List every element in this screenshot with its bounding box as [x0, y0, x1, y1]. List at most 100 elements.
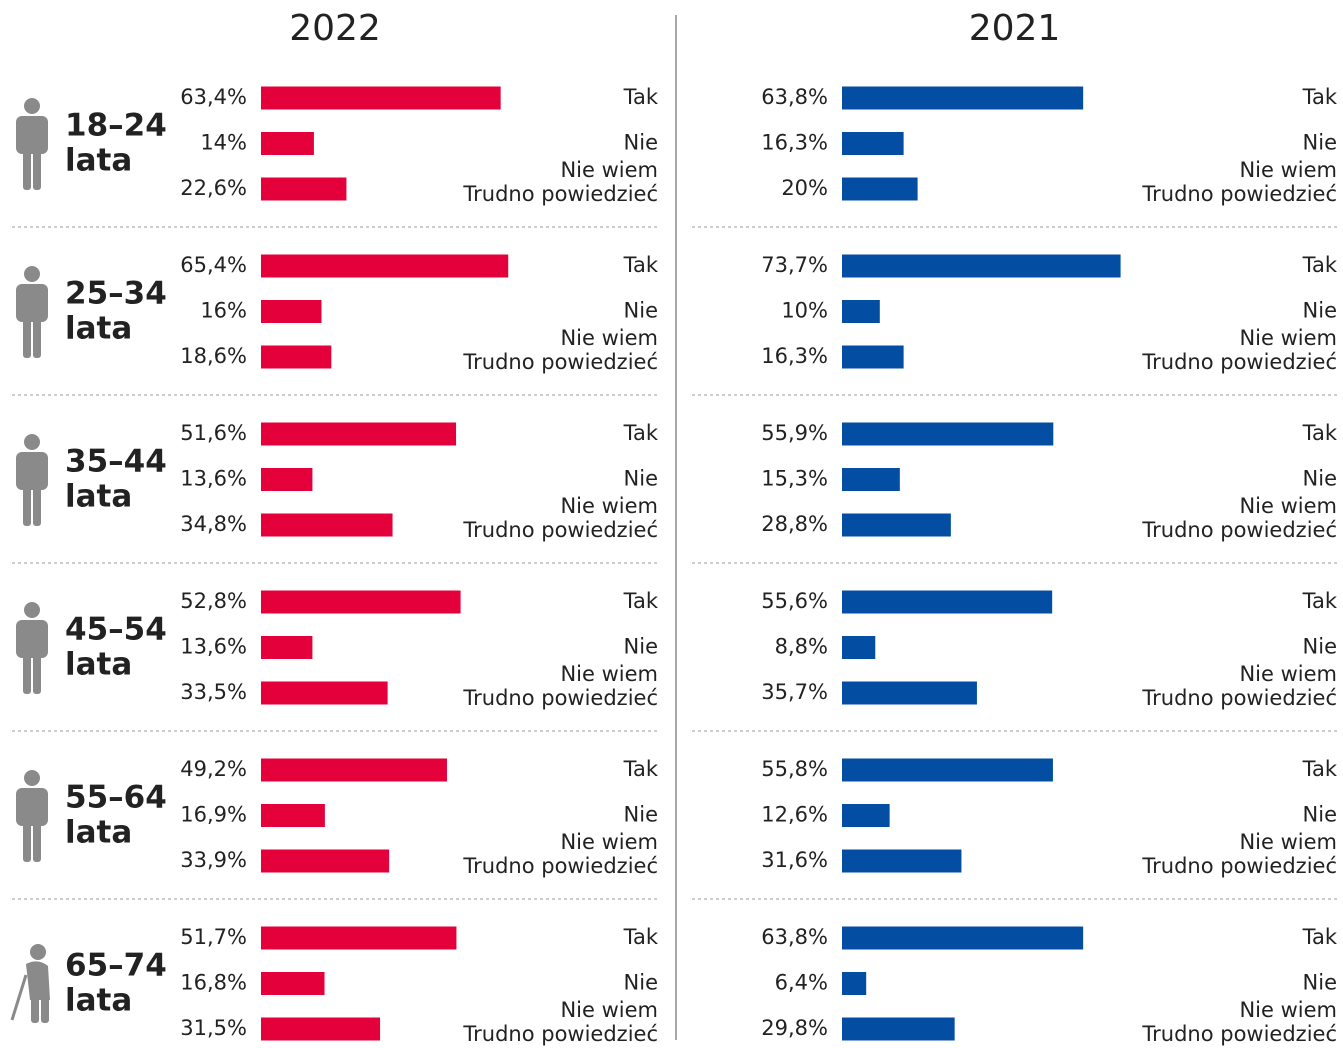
icon-body: [16, 788, 48, 826]
bar: [842, 132, 904, 155]
value-label: 63,8%: [761, 85, 828, 109]
value-label: 51,7%: [180, 925, 247, 949]
category-label: Tak: [1302, 253, 1338, 277]
icon-leg: [23, 148, 31, 190]
bar: [842, 254, 1121, 278]
value-label: 35,7%: [761, 680, 828, 704]
category-label: Trudno powiedzieć: [1141, 350, 1337, 374]
category-label: Nie: [624, 803, 658, 827]
person-icon: [16, 266, 48, 358]
category-label: Tak: [1302, 421, 1338, 445]
bar: [261, 86, 501, 110]
value-label: 55,8%: [761, 757, 828, 781]
category-label: Nie wiem: [560, 494, 658, 518]
category-label: Trudno powiedzieć: [462, 518, 658, 542]
bar: [842, 636, 876, 659]
bar: [842, 513, 951, 537]
value-label: 10%: [781, 299, 828, 323]
category-label: Nie wiem: [1239, 158, 1337, 182]
value-label: 12,6%: [761, 803, 828, 827]
age-range: 25–34: [65, 276, 167, 312]
bar: [842, 422, 1054, 446]
category-label: Tak: [623, 421, 659, 445]
value-label: 13,6%: [180, 467, 247, 491]
category-label: Nie: [1303, 467, 1337, 491]
bar: [842, 849, 962, 873]
category-label: Nie wiem: [1239, 326, 1337, 350]
value-label: 63,4%: [180, 85, 247, 109]
age-range: 55–64: [65, 780, 167, 816]
icon-body: [16, 284, 48, 322]
value-label: 16%: [200, 299, 247, 323]
category-label: Nie: [624, 971, 658, 995]
value-label: 51,6%: [180, 421, 247, 445]
bar: [261, 849, 390, 873]
bar: [261, 345, 332, 369]
category-label: Trudno powiedzieć: [462, 854, 658, 878]
bar: [842, 758, 1053, 782]
icon-body: [16, 116, 48, 154]
value-label: 31,6%: [761, 848, 828, 872]
icon-leg: [23, 652, 31, 694]
category-label: Nie wiem: [560, 998, 658, 1022]
value-label: 18,6%: [180, 344, 247, 368]
bar: [261, 804, 325, 827]
category-label: Tak: [623, 757, 659, 781]
category-label: Trudno powiedzieć: [1141, 854, 1337, 878]
category-label: Trudno powiedzieć: [1141, 518, 1337, 542]
age-unit: lata: [65, 311, 132, 347]
age-range: 65–74: [65, 948, 167, 984]
category-label: Nie: [624, 131, 658, 155]
category-label: Trudno powiedzieć: [462, 1022, 658, 1046]
value-label: 8,8%: [775, 635, 828, 659]
category-label: Nie: [1303, 803, 1337, 827]
category-label: Nie wiem: [560, 158, 658, 182]
category-label: Tak: [1302, 589, 1338, 613]
category-label: Tak: [623, 589, 659, 613]
bar: [842, 926, 1084, 950]
icon-leg: [33, 652, 41, 694]
icon-body: [16, 620, 48, 658]
bar: [842, 1017, 955, 1041]
icon-head: [24, 98, 40, 114]
category-label: Nie: [1303, 131, 1337, 155]
value-label: 16,3%: [761, 344, 828, 368]
bar: [842, 300, 880, 323]
value-label: 29,8%: [761, 1016, 828, 1040]
category-label: Nie wiem: [1239, 830, 1337, 854]
value-label: 13,6%: [180, 635, 247, 659]
value-label: 63,8%: [761, 925, 828, 949]
icon-leg: [33, 148, 41, 190]
bar: [842, 345, 904, 369]
value-label: 49,2%: [180, 757, 247, 781]
age-unit: lata: [65, 479, 132, 515]
panel-title: 2021: [969, 8, 1061, 49]
person-icon: [16, 98, 48, 190]
category-label: Nie: [1303, 971, 1337, 995]
category-label: Trudno powiedzieć: [462, 686, 658, 710]
value-label: 16,3%: [761, 131, 828, 155]
category-label: Tak: [623, 85, 659, 109]
age-range: 45–54: [65, 612, 167, 648]
bar: [261, 758, 447, 782]
bar: [261, 681, 388, 705]
bar: [261, 300, 322, 323]
bar: [261, 1017, 381, 1041]
bar: [261, 636, 313, 659]
category-label: Tak: [623, 253, 659, 277]
value-label: 52,8%: [180, 589, 247, 613]
icon-head: [30, 944, 46, 960]
value-label: 14%: [200, 131, 247, 155]
person-icon: [16, 602, 48, 694]
panel-title: 2022: [289, 8, 381, 49]
age-unit: lata: [65, 143, 132, 179]
category-label: Tak: [1302, 925, 1338, 949]
value-label: 6,4%: [775, 971, 828, 995]
bar: [842, 804, 890, 827]
category-label: Nie: [1303, 635, 1337, 659]
icon-leg: [23, 820, 31, 862]
person-icon: [16, 770, 48, 862]
icon-leg: [41, 995, 49, 1023]
icon-leg: [31, 995, 39, 1023]
bar: [842, 86, 1084, 110]
